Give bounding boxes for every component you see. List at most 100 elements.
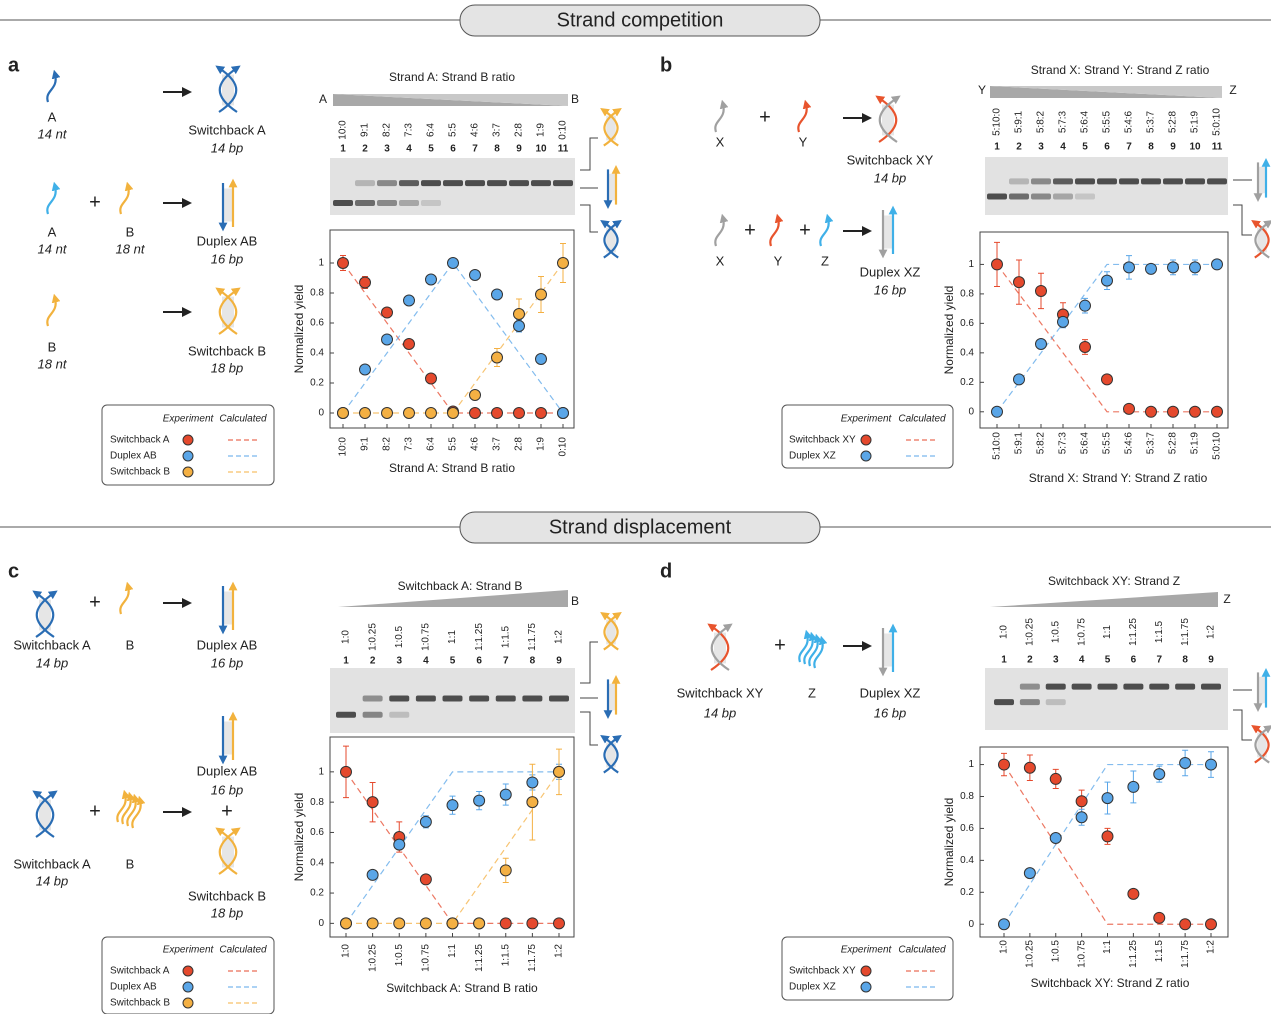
gel-band bbox=[389, 696, 409, 702]
x-tick-label: 5:8:2 bbox=[1036, 432, 1047, 455]
species-name: X bbox=[716, 253, 725, 268]
data-point bbox=[527, 918, 538, 929]
lane-ratio: 1:0.25 bbox=[1025, 618, 1036, 646]
x-tick-label: 5:2:8 bbox=[1168, 432, 1179, 455]
gel-title: Switchback A: Strand B bbox=[398, 579, 523, 593]
calculated-line bbox=[346, 772, 559, 924]
gel-band bbox=[549, 696, 569, 702]
data-point bbox=[1076, 812, 1087, 823]
gel-band bbox=[465, 180, 485, 186]
calculated-line bbox=[343, 263, 563, 413]
data-point bbox=[999, 919, 1010, 930]
data-point bbox=[474, 795, 485, 806]
lane-ratio: 5:7:3 bbox=[1058, 110, 1069, 133]
data-point bbox=[1050, 773, 1061, 784]
legend-label: Duplex XZ bbox=[789, 982, 836, 993]
lane-ratio: 1:1.5 bbox=[1154, 620, 1165, 643]
panel-label: a bbox=[8, 54, 20, 76]
data-point bbox=[1190, 406, 1201, 417]
lane-ratio: 5:10:0 bbox=[992, 108, 1003, 136]
data-point bbox=[1180, 757, 1191, 768]
lane-number: 4 bbox=[1060, 142, 1066, 153]
x-axis-label: Strand A: Strand B ratio bbox=[389, 461, 515, 475]
legend-label: Switchback B bbox=[110, 467, 170, 478]
legend-header: Calculated bbox=[898, 414, 946, 425]
y-tick-label: 0.6 bbox=[960, 318, 974, 329]
duplex-shade bbox=[884, 634, 892, 667]
gel-band bbox=[1163, 178, 1183, 184]
lane-ratio: 5:2:8 bbox=[1168, 110, 1179, 133]
species-length: 16 bp bbox=[874, 282, 907, 297]
gel-band bbox=[1031, 193, 1051, 199]
data-point bbox=[558, 408, 569, 419]
lane-ratio: 5:6:4 bbox=[1080, 110, 1091, 133]
data-point bbox=[448, 408, 459, 419]
gel-band bbox=[522, 696, 542, 702]
x-tick-label: 1:0.75 bbox=[1076, 940, 1087, 968]
data-point bbox=[1206, 919, 1217, 930]
data-point bbox=[1050, 833, 1061, 844]
lane-number: 4 bbox=[423, 656, 429, 667]
gel-image bbox=[985, 157, 1228, 215]
data-point bbox=[420, 918, 431, 929]
lane-ratio: 4:6 bbox=[470, 123, 481, 137]
data-point bbox=[514, 309, 525, 320]
data-point bbox=[500, 789, 511, 800]
plus-sign: + bbox=[89, 591, 101, 613]
bracket bbox=[580, 712, 598, 745]
data-point bbox=[360, 277, 371, 288]
data-point bbox=[527, 797, 538, 808]
plot-frame bbox=[980, 232, 1228, 428]
data-point bbox=[492, 289, 503, 300]
data-point bbox=[1102, 793, 1113, 804]
data-point bbox=[527, 777, 538, 788]
gel-band bbox=[1149, 684, 1169, 690]
species-name: Duplex AB bbox=[197, 763, 258, 778]
species-length: 18 nt bbox=[38, 356, 68, 371]
bracket bbox=[580, 642, 598, 683]
data-point bbox=[1024, 762, 1035, 773]
gel-band bbox=[469, 696, 489, 702]
data-point bbox=[447, 800, 458, 811]
lane-number: 2 bbox=[370, 656, 376, 667]
gel-band bbox=[399, 200, 419, 206]
strand bbox=[715, 104, 723, 132]
gel-band bbox=[1098, 684, 1118, 690]
duplex-shade bbox=[1259, 167, 1265, 193]
lane-ratio: 7:3 bbox=[404, 123, 415, 137]
calculated-line bbox=[343, 263, 563, 413]
plus-sign: + bbox=[89, 800, 101, 822]
plus-sign: + bbox=[799, 219, 811, 241]
lane-number: 5 bbox=[450, 656, 456, 667]
gel-band bbox=[509, 180, 529, 186]
lane-number: 10 bbox=[1189, 142, 1201, 153]
gel-band bbox=[1053, 178, 1073, 184]
data-point bbox=[1076, 796, 1087, 807]
legend-marker bbox=[183, 467, 193, 477]
gel-band bbox=[1185, 178, 1205, 184]
legend-label: Duplex XZ bbox=[789, 451, 836, 462]
species-name: A bbox=[48, 109, 57, 124]
x-axis-label: Switchback XY: Strand Z ratio bbox=[1031, 976, 1190, 990]
lane-ratio: 1:1.25 bbox=[474, 623, 485, 651]
lane-number: 11 bbox=[558, 144, 569, 155]
lane-ratio: 1:1.25 bbox=[1128, 618, 1139, 646]
lane-number: 9 bbox=[1170, 142, 1176, 153]
x-tick-label: 1:1 bbox=[447, 944, 458, 958]
species-name: Duplex XZ bbox=[860, 264, 921, 279]
lane-ratio: 1:1.75 bbox=[1180, 618, 1191, 646]
lane-number: 7 bbox=[1126, 142, 1132, 153]
lane-number: 3 bbox=[396, 656, 402, 667]
lane-number: 8 bbox=[494, 144, 500, 155]
legend-label: Duplex AB bbox=[110, 451, 157, 462]
strand bbox=[47, 298, 55, 326]
lane-ratio: 3:7 bbox=[492, 123, 503, 137]
data-point bbox=[1036, 339, 1047, 350]
x-tick-label: 1:0.5 bbox=[394, 944, 405, 967]
lane-ratio: 8:2 bbox=[382, 123, 393, 137]
x-tick-label: 5:3:7 bbox=[1146, 432, 1157, 455]
x-tick-label: 1:9 bbox=[536, 437, 547, 451]
x-tick-label: 1:2 bbox=[554, 944, 565, 958]
y-tick-label: 0.2 bbox=[310, 888, 324, 899]
gel-band bbox=[355, 180, 375, 186]
